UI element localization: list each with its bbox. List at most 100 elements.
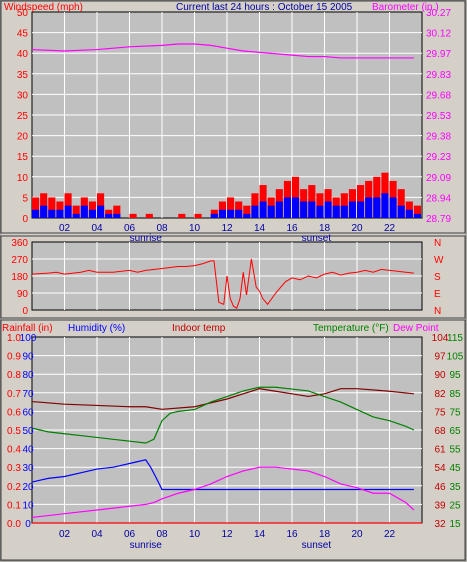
- ytick-temperature: 45: [449, 463, 461, 474]
- wind-bar-average: [397, 205, 405, 218]
- ytick-barometer: 30.27: [426, 8, 451, 19]
- ytick-rainfall: 0.9: [7, 352, 21, 363]
- sun-label: sunrise: [130, 233, 163, 244]
- wind-bar-average: [357, 201, 365, 218]
- wind-bar-average: [413, 213, 421, 218]
- grid-panel3: [32, 337, 422, 523]
- ytick-humidity: 30: [22, 463, 34, 474]
- ytick-direction: 270: [11, 255, 28, 266]
- wind-bar-gust: [178, 213, 186, 218]
- grid-panel2: [32, 242, 422, 310]
- ytick-windspeed: 25: [17, 111, 29, 122]
- ytick-windspeed: 15: [17, 152, 29, 163]
- wind-bar-average: [259, 201, 267, 218]
- ytick-humidity: 70: [22, 389, 34, 400]
- ytick-barometer: 30.12: [426, 29, 451, 40]
- ytick-humidity: 80: [22, 370, 34, 381]
- wind-bar-average: [292, 197, 300, 218]
- xtick-hour: 16: [286, 223, 298, 234]
- ytick-windspeed: 20: [17, 132, 29, 143]
- wind-bar-gust: [357, 185, 365, 218]
- ytick-humidity: 0: [25, 519, 31, 530]
- wind-bar-average: [308, 201, 316, 218]
- wind-bar-average: [40, 205, 48, 218]
- series-line: [31, 459, 414, 491]
- ytick-temperature: 35: [449, 482, 461, 493]
- xtick-hour: 12: [221, 529, 233, 540]
- ytick-windspeed: 10: [17, 173, 29, 184]
- wind-bar-gust: [72, 205, 80, 218]
- wind-bar-average: [56, 209, 64, 218]
- chart-marks: [31, 43, 422, 524]
- wind-bar-gust: [145, 213, 153, 218]
- wind-bar-gust: [308, 185, 316, 218]
- xtick-hour: 06: [124, 223, 136, 234]
- ytick-temperature: 15: [449, 519, 461, 530]
- ytick-rainfall: 0.7: [7, 389, 21, 400]
- wind-bar-average: [251, 205, 259, 218]
- wind-bar-average: [283, 197, 291, 218]
- ytick-rainfall: 0.4: [7, 445, 21, 456]
- xtick-hour: 08: [156, 529, 168, 540]
- barometer-line: [31, 43, 414, 59]
- ytick-temperature: 95: [449, 370, 461, 381]
- ytick-temperature: 115: [447, 333, 463, 344]
- ytick-indoor: 61: [434, 445, 446, 456]
- ytick-compass: W: [434, 255, 444, 266]
- wind-bar-gust: [227, 197, 235, 218]
- ytick-windspeed: 45: [17, 29, 29, 40]
- wind-bar-average: [64, 205, 72, 218]
- xtick-hour: 14: [254, 529, 266, 540]
- ytick-barometer: 28.79: [426, 214, 451, 225]
- ytick-windspeed: 40: [17, 49, 29, 60]
- wind-bar-average: [243, 213, 251, 218]
- wind-bar-average: [348, 201, 356, 218]
- xtick-hour: 18: [319, 223, 331, 234]
- series-line: [31, 388, 414, 410]
- barometer-title: Barometer (in.): [372, 2, 439, 13]
- ytick-barometer: 29.09: [426, 173, 451, 184]
- ytick-barometer: 29.53: [426, 111, 451, 122]
- wind-bar-average: [218, 209, 226, 218]
- ytick-windspeed: 35: [17, 70, 29, 81]
- ytick-rainfall: 0.0: [7, 519, 21, 530]
- wind-bar-average: [210, 213, 218, 218]
- xtick-hour: 02: [59, 223, 71, 234]
- wind-bar-average: [316, 205, 324, 218]
- xtick-hour: 04: [91, 529, 103, 540]
- xtick-hour: 08: [156, 223, 168, 234]
- wind-bar-gust: [129, 213, 137, 218]
- ytick-indoor: 39: [434, 500, 446, 511]
- wind-bar-average: [88, 209, 96, 218]
- ytick-rainfall: 1.0: [7, 333, 21, 344]
- chart-title: Current last 24 hours : October 15 2005: [176, 2, 353, 13]
- xtick-hour: 12: [221, 223, 233, 234]
- ytick-indoor: 75: [434, 407, 446, 418]
- ytick-direction: 0: [22, 306, 28, 317]
- series-line: [31, 466, 415, 519]
- ytick-windspeed: 30: [17, 90, 29, 101]
- ytick-temperature: 105: [447, 352, 464, 363]
- wind-bar-average: [227, 209, 235, 218]
- wind-bar-gust: [113, 205, 121, 218]
- ytick-barometer: 28.94: [426, 193, 451, 204]
- ytick-barometer: 29.97: [426, 49, 451, 60]
- ytick-indoor: 104: [432, 333, 449, 344]
- ytick-humidity: 10: [22, 500, 34, 511]
- wind-bar-average: [113, 213, 121, 218]
- ytick-temperature: 85: [449, 389, 461, 400]
- xtick-hour: 22: [384, 223, 396, 234]
- ytick-windspeed: 0: [22, 214, 28, 225]
- ytick-indoor: 32: [434, 519, 446, 530]
- ytick-temperature: 65: [449, 426, 461, 437]
- wind-bar-average: [340, 205, 348, 218]
- ytick-humidity: 50: [22, 426, 34, 437]
- wind-bar-gust: [397, 189, 405, 218]
- ytick-indoor: 97: [434, 352, 446, 363]
- wind-bar-average: [373, 197, 381, 218]
- wind-bar-average: [80, 205, 88, 218]
- ytick-humidity: 90: [22, 352, 34, 363]
- ytick-indoor: 54: [434, 463, 446, 474]
- ytick-indoor: 46: [434, 482, 446, 493]
